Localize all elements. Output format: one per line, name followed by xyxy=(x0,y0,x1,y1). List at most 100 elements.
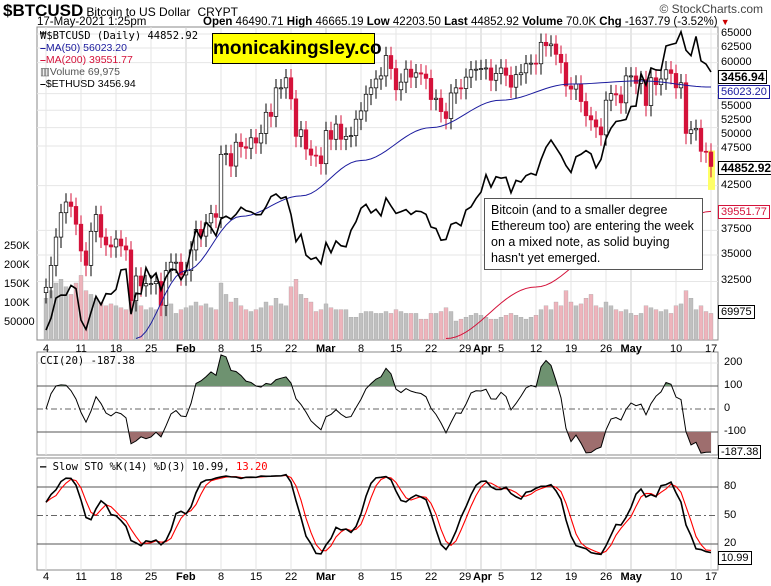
high-value: 46665.19 xyxy=(315,16,364,28)
brand-link[interactable]: © StockCharts.com xyxy=(659,2,763,16)
volume-bar xyxy=(493,318,499,341)
x-tick-label: 26 xyxy=(600,343,613,355)
x-tick-label: 5 xyxy=(498,343,505,355)
eth-swatch-icon: – xyxy=(40,78,46,90)
volume-bar xyxy=(398,311,404,341)
candle xyxy=(143,283,149,287)
cci-tick-label: 200 xyxy=(724,356,743,368)
volume-bar xyxy=(523,318,529,341)
x-tick-label: Feb xyxy=(176,343,196,355)
volume-bar xyxy=(388,313,394,341)
candle xyxy=(378,75,384,80)
volume-bar xyxy=(373,313,379,341)
volume-bar xyxy=(143,309,149,341)
x-tick-label: 12 xyxy=(530,571,543,583)
candle xyxy=(558,53,564,63)
volume-tick-label: 200K xyxy=(4,259,30,271)
volume-bar xyxy=(538,309,544,341)
candle xyxy=(78,223,84,252)
cci-line xyxy=(45,354,712,454)
candle xyxy=(48,265,54,288)
x-tick-label: 25 xyxy=(145,343,158,355)
x-tick-label: 29 xyxy=(459,571,472,583)
volume-value: 70.0K xyxy=(566,16,597,28)
candle xyxy=(88,230,94,266)
price-tick-label: 50000 xyxy=(721,128,752,140)
volume-bar xyxy=(283,305,289,341)
volume-bar xyxy=(358,313,364,341)
x-tick-label: 11 xyxy=(75,343,87,355)
candle xyxy=(363,93,369,112)
candle xyxy=(268,111,274,117)
volume-bar xyxy=(443,307,449,341)
x-tick-label: 18 xyxy=(110,571,123,583)
candle xyxy=(148,283,154,286)
volume-bar xyxy=(98,301,104,341)
volume-bar xyxy=(298,294,304,341)
volume-bar xyxy=(353,317,359,341)
candle xyxy=(583,101,589,117)
candle xyxy=(173,261,179,264)
volume-bar xyxy=(238,305,244,341)
open-label: Open xyxy=(203,16,233,28)
candle xyxy=(423,73,429,79)
volume-bar xyxy=(213,309,219,341)
candle xyxy=(108,244,114,248)
candle xyxy=(73,206,79,225)
volume-bar xyxy=(688,298,694,341)
x-tick-label: 11 xyxy=(75,571,87,583)
symbol: $BTCUSD xyxy=(3,1,84,20)
volume-bar xyxy=(153,309,159,341)
x-tick-label: 22 xyxy=(425,343,438,355)
candle xyxy=(428,78,434,100)
volume-bar xyxy=(83,290,89,341)
candle xyxy=(228,153,234,167)
candle xyxy=(643,79,649,106)
legend-volume: ▥Volume 69,975 xyxy=(40,66,120,78)
volume-bar xyxy=(448,311,454,341)
candle xyxy=(573,83,579,90)
candle xyxy=(398,81,404,91)
candle xyxy=(533,62,539,65)
volume-bar xyxy=(473,313,479,341)
volume-bar xyxy=(178,309,184,341)
x-tick-label: 8 xyxy=(358,343,365,355)
candle xyxy=(493,73,499,81)
volume-bar xyxy=(53,282,59,341)
sto-tick-label: 80 xyxy=(724,480,737,492)
volume-bar xyxy=(423,318,429,341)
candle xyxy=(353,118,359,136)
candle xyxy=(393,68,399,91)
candle xyxy=(413,72,419,78)
candle xyxy=(168,261,174,271)
volume-bar xyxy=(103,305,109,341)
volume-bar xyxy=(68,294,74,341)
volume-bar xyxy=(288,286,294,341)
volume-bar xyxy=(113,305,119,341)
annotation-box: Bitcoin (and to a smaller degree Ethereu… xyxy=(484,198,703,270)
volume-bar xyxy=(108,303,114,341)
volume-bar xyxy=(543,305,549,341)
datetime: 17-May-2021 1:25pm xyxy=(37,16,147,28)
volume-bar xyxy=(518,317,524,341)
volume-bar xyxy=(268,305,274,341)
volume-tick-label: 50000 xyxy=(4,316,35,328)
candle xyxy=(333,123,339,140)
volume-bar xyxy=(218,282,224,341)
candle xyxy=(373,78,379,89)
volume-bar xyxy=(408,313,414,341)
x-tick-label: 8 xyxy=(218,343,225,355)
cci-tick-label: -100 xyxy=(724,425,747,437)
volume-bar xyxy=(418,318,424,341)
volume-bar xyxy=(228,301,234,341)
sto-legend-d: 13.20 xyxy=(236,461,268,473)
volume-bar xyxy=(433,313,439,341)
candle xyxy=(283,77,289,89)
candle xyxy=(548,43,554,47)
candle xyxy=(248,137,254,149)
x-tick-label: 25 xyxy=(145,571,158,583)
volume-bar xyxy=(323,303,329,341)
candle xyxy=(118,238,124,247)
